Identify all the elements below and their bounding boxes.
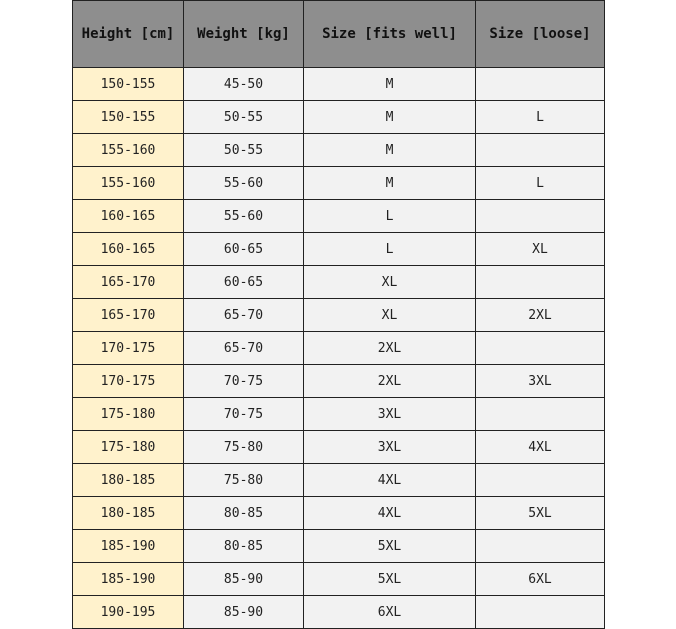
- table-row: 175-180 75-80 3XL 4XL: [72, 430, 605, 464]
- height-cell: 175-180: [72, 397, 184, 431]
- table-row: 185-190 80-85 5XL: [72, 529, 605, 563]
- size-fits-well-cell: L: [303, 232, 476, 266]
- height-cell: 155-160: [72, 133, 184, 167]
- weight-cell: 85-90: [183, 595, 304, 629]
- table-row: 170-175 65-70 2XL: [72, 331, 605, 365]
- height-cell: 155-160: [72, 166, 184, 200]
- height-cell: 150-155: [72, 67, 184, 101]
- size-loose-cell: [475, 265, 605, 299]
- height-cell: 180-185: [72, 496, 184, 530]
- header-size-loose: Size [loose]: [475, 0, 605, 68]
- size-loose-cell: [475, 529, 605, 563]
- size-loose-cell: [475, 463, 605, 497]
- size-loose-cell: 2XL: [475, 298, 605, 332]
- weight-cell: 55-60: [183, 166, 304, 200]
- height-cell: 170-175: [72, 364, 184, 398]
- height-cell: 180-185: [72, 463, 184, 497]
- height-cell: 160-165: [72, 232, 184, 266]
- size-fits-well-cell: M: [303, 100, 476, 134]
- height-cell: 150-155: [72, 100, 184, 134]
- weight-cell: 65-70: [183, 298, 304, 332]
- size-fits-well-cell: M: [303, 166, 476, 200]
- size-loose-cell: 4XL: [475, 430, 605, 464]
- table-row: 185-190 85-90 5XL 6XL: [72, 562, 605, 596]
- size-loose-cell: [475, 595, 605, 629]
- height-cell: 160-165: [72, 199, 184, 233]
- size-fits-well-cell: 2XL: [303, 364, 476, 398]
- size-fits-well-cell: 4XL: [303, 463, 476, 497]
- weight-cell: 55-60: [183, 199, 304, 233]
- weight-cell: 75-80: [183, 463, 304, 497]
- size-fits-well-cell: XL: [303, 298, 476, 332]
- table-row: 180-185 75-80 4XL: [72, 463, 605, 497]
- size-loose-cell: [475, 133, 605, 167]
- weight-cell: 60-65: [183, 265, 304, 299]
- weight-cell: 60-65: [183, 232, 304, 266]
- table-row: 155-160 55-60 M L: [72, 166, 605, 200]
- size-fits-well-cell: L: [303, 199, 476, 233]
- weight-cell: 70-75: [183, 364, 304, 398]
- size-loose-cell: L: [475, 166, 605, 200]
- height-cell: 185-190: [72, 562, 184, 596]
- size-loose-cell: XL: [475, 232, 605, 266]
- weight-cell: 75-80: [183, 430, 304, 464]
- weight-cell: 70-75: [183, 397, 304, 431]
- size-loose-cell: L: [475, 100, 605, 134]
- header-size-fits-well: Size [fits well]: [303, 0, 476, 68]
- header-height: Height [cm]: [72, 0, 184, 68]
- weight-cell: 80-85: [183, 496, 304, 530]
- weight-cell: 50-55: [183, 100, 304, 134]
- table-row: 170-175 70-75 2XL 3XL: [72, 364, 605, 398]
- size-chart-table: Height [cm] Weight [kg] Size [fits well]…: [72, 0, 605, 629]
- size-fits-well-cell: 6XL: [303, 595, 476, 629]
- table-row: 150-155 45-50 M: [72, 67, 605, 101]
- size-loose-cell: [475, 331, 605, 365]
- header-weight: Weight [kg]: [183, 0, 304, 68]
- height-cell: 175-180: [72, 430, 184, 464]
- table-row: 155-160 50-55 M: [72, 133, 605, 167]
- size-loose-cell: [475, 67, 605, 101]
- height-cell: 165-170: [72, 298, 184, 332]
- size-fits-well-cell: 5XL: [303, 529, 476, 563]
- weight-cell: 50-55: [183, 133, 304, 167]
- table-row: 190-195 85-90 6XL: [72, 595, 605, 629]
- header-row: Height [cm] Weight [kg] Size [fits well]…: [72, 0, 605, 68]
- size-loose-cell: [475, 199, 605, 233]
- table-row: 160-165 60-65 L XL: [72, 232, 605, 266]
- size-fits-well-cell: XL: [303, 265, 476, 299]
- size-fits-well-cell: 2XL: [303, 331, 476, 365]
- height-cell: 165-170: [72, 265, 184, 299]
- size-loose-cell: 6XL: [475, 562, 605, 596]
- size-fits-well-cell: M: [303, 133, 476, 167]
- size-fits-well-cell: 3XL: [303, 430, 476, 464]
- weight-cell: 80-85: [183, 529, 304, 563]
- size-fits-well-cell: 3XL: [303, 397, 476, 431]
- height-cell: 190-195: [72, 595, 184, 629]
- height-cell: 185-190: [72, 529, 184, 563]
- table-row: 165-170 65-70 XL 2XL: [72, 298, 605, 332]
- size-fits-well-cell: M: [303, 67, 476, 101]
- table-row: 160-165 55-60 L: [72, 199, 605, 233]
- table-row: 175-180 70-75 3XL: [72, 397, 605, 431]
- height-cell: 170-175: [72, 331, 184, 365]
- weight-cell: 65-70: [183, 331, 304, 365]
- table-row: 165-170 60-65 XL: [72, 265, 605, 299]
- size-loose-cell: 3XL: [475, 364, 605, 398]
- table-row: 180-185 80-85 4XL 5XL: [72, 496, 605, 530]
- size-fits-well-cell: 5XL: [303, 562, 476, 596]
- weight-cell: 45-50: [183, 67, 304, 101]
- size-loose-cell: [475, 397, 605, 431]
- size-loose-cell: 5XL: [475, 496, 605, 530]
- size-fits-well-cell: 4XL: [303, 496, 476, 530]
- weight-cell: 85-90: [183, 562, 304, 596]
- table-row: 150-155 50-55 M L: [72, 100, 605, 134]
